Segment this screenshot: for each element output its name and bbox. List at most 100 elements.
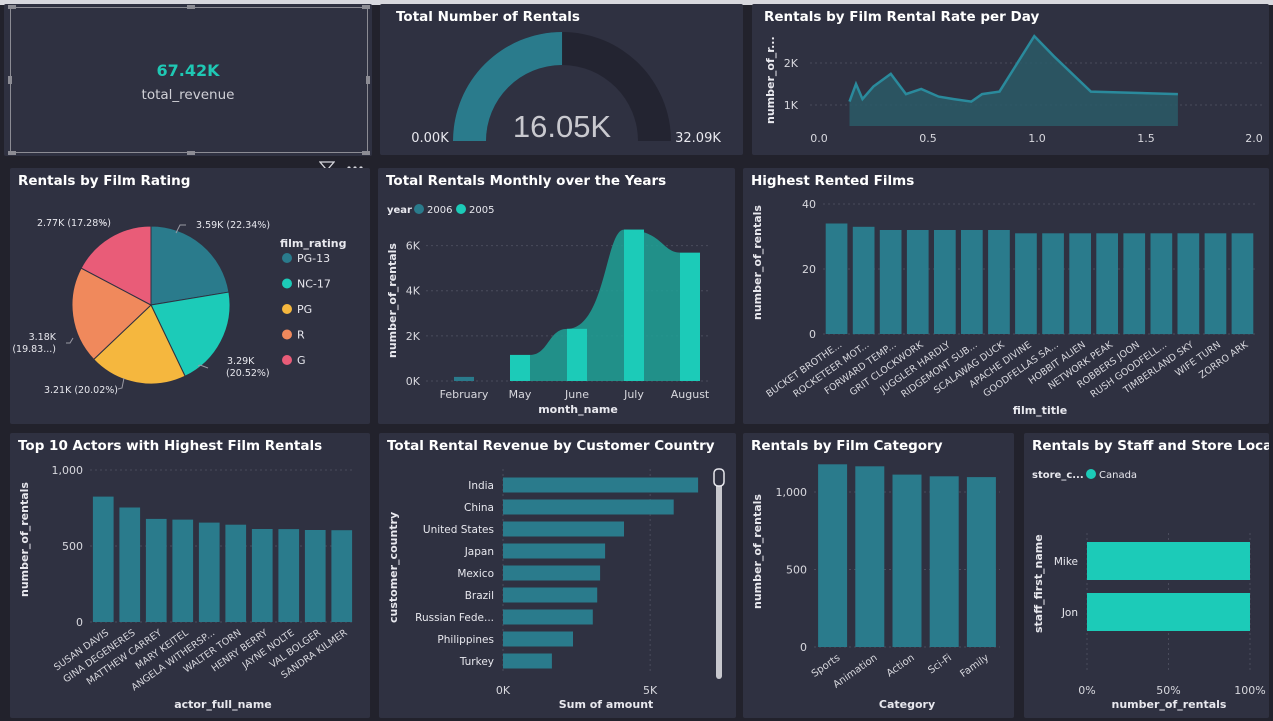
resize-handle-top-right[interactable] [362, 5, 370, 9]
films-bar[interactable] [1015, 233, 1037, 335]
resize-handle-bottom-right[interactable] [362, 151, 370, 155]
legend-item[interactable]: G [297, 354, 306, 367]
monthly-legend[interactable]: 2006 2005 [414, 204, 494, 216]
pie-slice-pg-13[interactable] [150, 225, 230, 306]
country-bar[interactable] [503, 521, 624, 537]
staff-y-axis-label: staff_first_name [1032, 534, 1045, 633]
legend-item[interactable]: R [297, 329, 305, 342]
staff-x-tick: 100% [1234, 684, 1265, 697]
actors-y-tick: 0 [76, 616, 83, 629]
pie-leader-lines [66, 222, 209, 390]
films-bar[interactable] [1231, 233, 1254, 335]
legend-item[interactable]: PG-13 [297, 252, 330, 265]
category-bar[interactable] [855, 466, 885, 647]
country-bar[interactable] [503, 543, 606, 559]
country-bar[interactable] [503, 653, 552, 669]
bar-2005-july[interactable] [624, 229, 644, 381]
actors-bar[interactable] [92, 496, 114, 622]
films-bar[interactable] [1096, 233, 1118, 335]
films-bar[interactable] [961, 230, 983, 334]
category-bar[interactable] [966, 477, 996, 647]
pie-label-g: 2.77K (17.28%) [37, 218, 111, 229]
legend-swatch [282, 253, 292, 263]
pie-slice-pg[interactable] [93, 304, 186, 385]
films-bar[interactable] [879, 230, 902, 334]
resize-handle-bottom-left[interactable] [8, 151, 16, 155]
scrollbar-thumb[interactable] [716, 469, 722, 679]
scrollbar-top-marker[interactable] [713, 468, 725, 487]
resize-handle-right[interactable] [366, 76, 370, 84]
actors-bar[interactable] [198, 522, 220, 622]
monthly-y-tick: 0K [406, 375, 421, 388]
monthly-x-axis-label: month_name [538, 403, 618, 416]
staff-chart-card[interactable]: Rentals by Staff and Store Location stor… [1024, 433, 1269, 718]
actors-bar[interactable] [304, 530, 326, 622]
pie-label-pg13: 3.59K (22.34%) [196, 220, 270, 231]
bar-2005-may[interactable] [510, 354, 530, 381]
legend-item[interactable]: 2005 [469, 205, 494, 216]
country-bar[interactable] [503, 609, 593, 625]
category-y-tick: 1,000 [776, 486, 808, 499]
rating-pie-card[interactable]: Rentals by Film Rating 3.59K (22.34%) 3.… [10, 168, 370, 424]
rate-chart-card[interactable]: Rentals by Film Rental Rate per Day numb… [752, 4, 1269, 155]
country-bar[interactable] [503, 477, 699, 493]
monthly-y-axis-label: number_of_rentals [386, 243, 399, 358]
films-chart-card[interactable]: Highest Rented Films number_of_rentals f… [743, 168, 1269, 424]
resize-handle-left[interactable] [8, 76, 12, 84]
staff-x-axis-label: number_of_rentals [1112, 698, 1227, 711]
films-bar[interactable] [1123, 233, 1146, 335]
films-bar[interactable] [1042, 233, 1064, 335]
films-bar[interactable] [1150, 233, 1173, 335]
films-bar[interactable] [825, 223, 848, 335]
actors-bar[interactable] [225, 524, 247, 622]
pie-legend[interactable]: PG-13 NC-17 PG RG [282, 252, 331, 367]
category-chart-card[interactable]: Rentals by Film Category number_of_renta… [743, 433, 1014, 718]
films-bar[interactable] [1069, 233, 1091, 335]
bar-2005-august[interactable] [680, 252, 700, 381]
category-bar[interactable] [892, 474, 922, 647]
actors-bar[interactable] [145, 518, 167, 622]
staff-bar-jon[interactable] [1087, 593, 1250, 631]
monthly-x-tick: February [440, 388, 489, 401]
actors-bar[interactable] [119, 507, 141, 623]
pie-slice-r[interactable] [71, 267, 152, 361]
rate-x-tick: 0.0 [810, 132, 828, 145]
country-y-tick: United States [423, 524, 494, 536]
country-bar[interactable] [503, 565, 601, 581]
staff-x-tick: 0% [1078, 684, 1095, 697]
films-bar[interactable] [852, 226, 875, 335]
resize-handle-top-left[interactable] [8, 5, 16, 9]
monthly-y-tick: 2K [406, 330, 421, 343]
resize-handle-bottom[interactable] [187, 151, 195, 155]
bar-2006-february[interactable] [454, 376, 474, 381]
legend-item[interactable]: NC-17 [297, 278, 331, 291]
films-bar[interactable] [1204, 233, 1227, 335]
actors-chart-card[interactable]: Top 10 Actors with Highest Film Rentals … [10, 433, 370, 718]
kpi-card-total-revenue[interactable]: 67.42K total_revenue [4, 4, 372, 156]
country-bar[interactable] [503, 587, 598, 603]
actors-bar[interactable] [172, 519, 194, 622]
staff-bar-mike[interactable] [1087, 542, 1250, 580]
pie-label-r-pct: (19.83...) [12, 344, 56, 355]
legend-item[interactable]: PG [297, 303, 312, 316]
bar-2005-june[interactable] [567, 328, 587, 381]
legend-item[interactable]: 2006 [427, 205, 452, 216]
staff-legend-item[interactable]: Canada [1099, 470, 1137, 481]
country-bar[interactable] [503, 631, 573, 647]
actors-bar[interactable] [278, 529, 300, 622]
films-bar[interactable] [934, 230, 956, 334]
films-bar[interactable] [1177, 233, 1200, 335]
country-bar[interactable] [503, 499, 674, 515]
films-bar[interactable] [906, 230, 929, 334]
resize-handle-top[interactable] [187, 5, 195, 9]
pie-slice-g[interactable] [80, 225, 152, 306]
country-chart-card[interactable]: Total Rental Revenue by Customer Country… [379, 433, 736, 718]
actors-bar[interactable] [331, 530, 353, 622]
actors-bar[interactable] [251, 529, 273, 622]
gauge-card-total-rentals[interactable]: Total Number of Rentals 16.05K 0.00K 32.… [380, 4, 743, 155]
monthly-chart-card[interactable]: Total Rentals Monthly over the Years yea… [378, 168, 735, 424]
category-bar[interactable] [818, 464, 848, 647]
pie-slice-nc-17[interactable] [150, 291, 231, 377]
category-bar[interactable] [929, 476, 959, 647]
films-bar[interactable] [988, 230, 1010, 334]
